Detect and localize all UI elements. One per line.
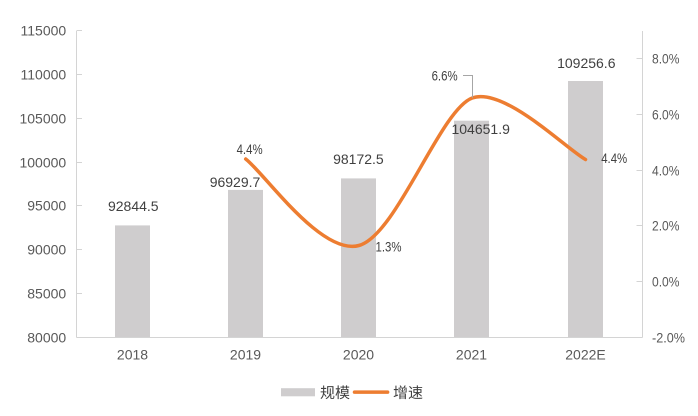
svg-text:2.0%: 2.0% — [652, 218, 680, 234]
svg-text:4.4%: 4.4% — [601, 150, 627, 166]
svg-text:85000: 85000 — [27, 286, 66, 302]
svg-text:4.4%: 4.4% — [237, 141, 263, 157]
svg-text:104651.9: 104651.9 — [451, 121, 510, 137]
svg-text:105000: 105000 — [19, 111, 66, 127]
svg-text:110000: 110000 — [21, 67, 67, 83]
svg-text:92844.5: 92844.5 — [108, 198, 159, 214]
svg-text:96929.7: 96929.7 — [210, 174, 261, 190]
svg-text:98172.5: 98172.5 — [333, 151, 384, 167]
svg-text:0.0%: 0.0% — [652, 274, 680, 290]
svg-text:6.0%: 6.0% — [652, 107, 680, 123]
svg-text:8.0%: 8.0% — [652, 51, 680, 67]
svg-text:80000: 80000 — [27, 330, 66, 346]
svg-text:6.6%: 6.6% — [432, 67, 458, 83]
svg-text:100000: 100000 — [19, 155, 66, 171]
svg-text:2019: 2019 — [230, 347, 261, 363]
svg-text:4.0%: 4.0% — [652, 163, 680, 179]
svg-text:2022E: 2022E — [565, 347, 605, 363]
svg-text:2020: 2020 — [343, 347, 374, 363]
svg-text:2021: 2021 — [456, 347, 487, 363]
svg-text:95000: 95000 — [27, 198, 66, 214]
svg-text:115000: 115000 — [21, 23, 67, 39]
svg-text:109256.6: 109256.6 — [557, 55, 616, 71]
svg-text:90000: 90000 — [27, 242, 66, 258]
svg-text:1.3%: 1.3% — [376, 238, 402, 254]
svg-text:2018: 2018 — [117, 347, 148, 363]
svg-text:-2.0%: -2.0% — [652, 330, 685, 346]
